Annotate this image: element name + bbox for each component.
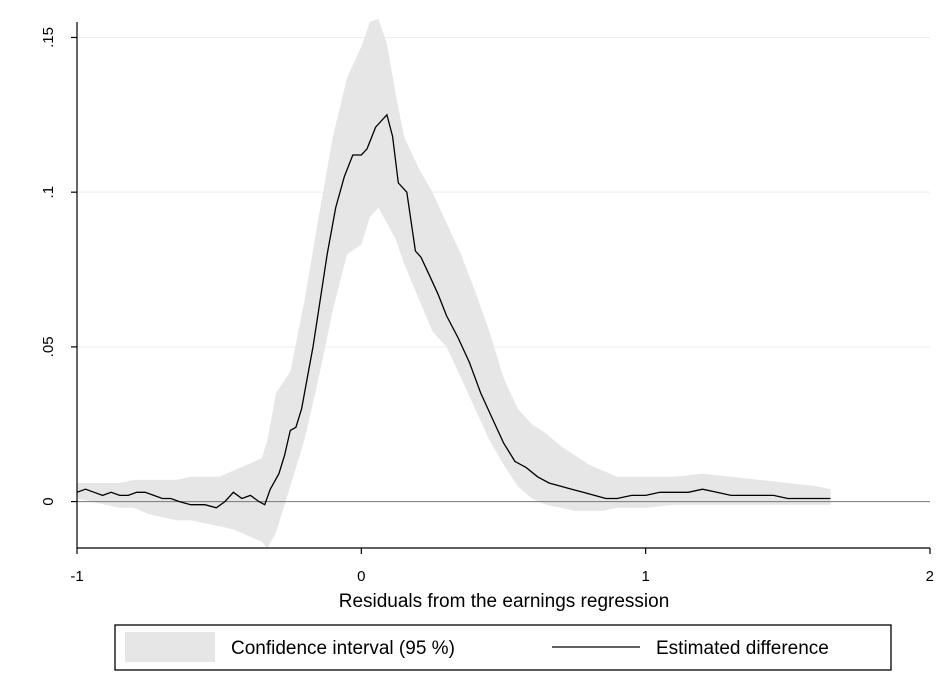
x-axis-title: Residuals from the earnings regression [339, 591, 670, 612]
confidence-band [77, 18, 831, 548]
legend-label-estimated-difference: Estimated difference [656, 638, 829, 659]
y-tick-label: .05 [40, 336, 57, 357]
legend-label-confidence-interval: Confidence interval (95 %) [231, 638, 455, 659]
y-tick-label: .1 [40, 186, 57, 199]
legend-swatch-confidence-interval [125, 632, 215, 662]
grid-lines [77, 36, 930, 348]
y-tick-labels: 0 .05 .1 .15 [40, 27, 57, 506]
estimated-difference-line [76, 113, 831, 509]
x-tick-labels: -1 0 1 2 [70, 568, 934, 585]
x-tick-label: 0 [357, 568, 365, 585]
confidence-band-layer [77, 18, 831, 548]
y-tick-label: 0 [40, 497, 57, 505]
y-tick-label: .15 [40, 27, 57, 48]
legend-box [114, 624, 892, 671]
x-tick-label: 2 [926, 568, 934, 585]
x-tick-label: 1 [641, 568, 649, 585]
estimate-line-layer [76, 113, 831, 509]
x-tick-label: -1 [70, 568, 83, 585]
axes [71, 22, 931, 554]
legend: Confidence interval (95 %) Estimated dif… [114, 624, 892, 671]
